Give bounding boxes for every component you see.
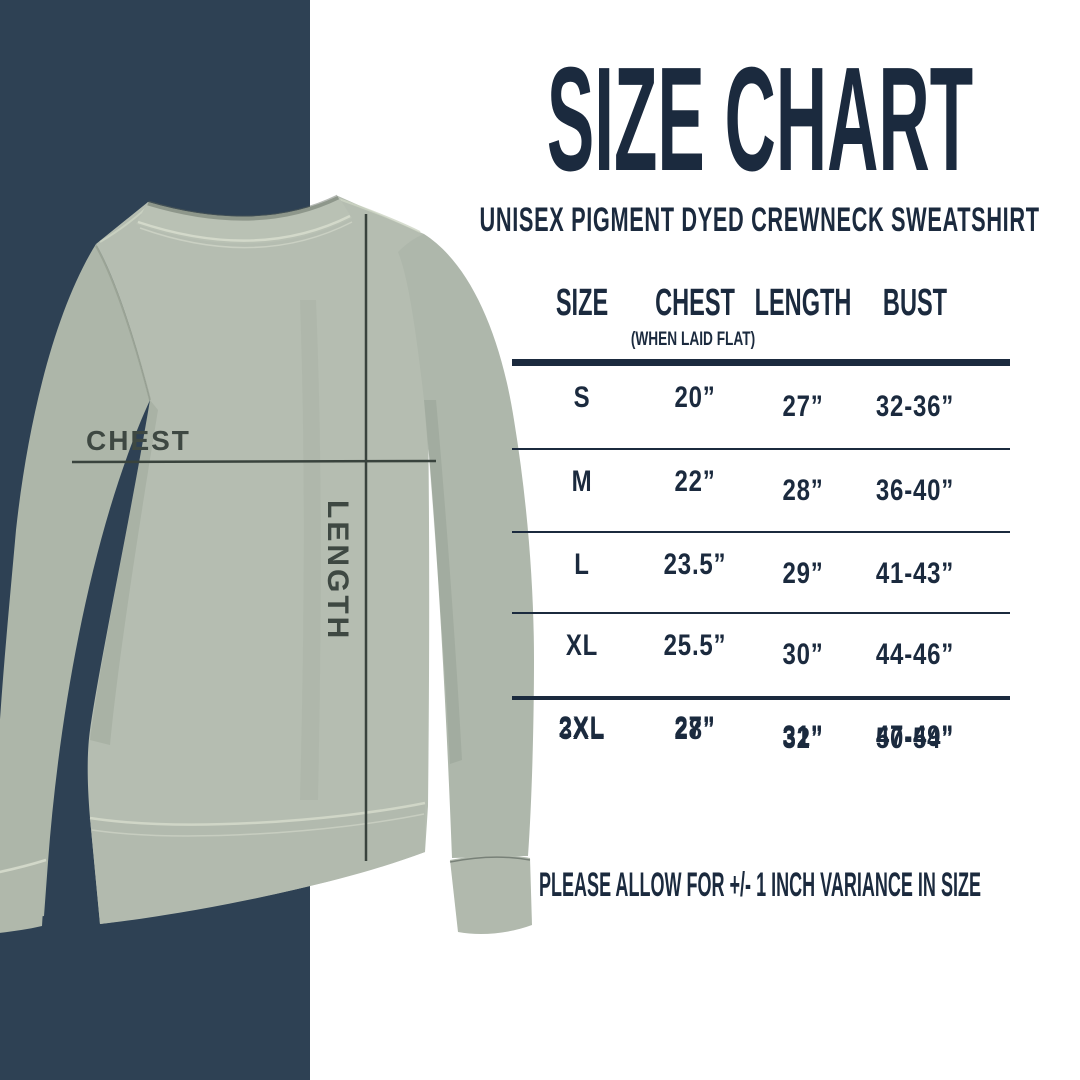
cell-size: XL <box>565 629 599 662</box>
length-measurement-label: LENGTH <box>321 500 354 642</box>
cell-bust: 41-43” <box>875 557 955 590</box>
chest-column-note: (WHEN LAID FLAT) <box>630 329 756 350</box>
chest-measurement-label: CHEST <box>86 425 191 456</box>
collar-inner-shadow <box>147 194 340 221</box>
cell-bust: 44-46” <box>875 638 955 671</box>
title-row: SIZE CHART <box>500 46 1020 194</box>
table-row-m: M 22” 28” 36-40” <box>512 450 1010 533</box>
table-row-2xl: 2XL 27” 31” 47-49” <box>512 696 1010 752</box>
table-row-xl: XL 25.5” 30” 44-46” <box>512 614 1010 696</box>
page-title: SIZE CHART <box>546 37 974 202</box>
cell-chest: 23.5” <box>663 548 727 581</box>
page-subtitle: UNISEX PIGMENT DYED CREWNECK SWEATSHIRT <box>479 201 1041 239</box>
collar-seam <box>137 214 351 242</box>
sweatshirt-collar <box>136 196 352 244</box>
left-cuff-seam <box>0 858 47 874</box>
sweatshirt-body <box>87 196 430 924</box>
cell-length: 31” <box>782 720 824 753</box>
column-header-bust: BUST <box>882 282 948 324</box>
cell-chest: 22” <box>674 465 716 498</box>
size-table: SIZE CHEST LENGTH BUST (WHEN LAID FLAT) … <box>512 282 1010 754</box>
cell-chest: 27” <box>674 711 716 744</box>
right-sleeve-shading <box>424 400 462 764</box>
column-header-size: SIZE <box>555 282 609 324</box>
cell-bust: 36-40” <box>875 474 955 507</box>
cell-length: 28” <box>782 474 824 507</box>
sweatshirt-left-cuff <box>0 858 46 933</box>
cell-chest: 28” <box>674 713 716 746</box>
body-fold-shading <box>300 300 321 800</box>
cell-bust: 47-49” <box>875 720 955 753</box>
chest-measurement-line <box>71 459 437 464</box>
header-rule <box>512 359 1010 366</box>
column-header-chest: CHEST <box>655 282 735 324</box>
cell-bust: 32-36” <box>875 390 955 423</box>
left-armhole-seam <box>95 245 151 401</box>
column-header-length: LENGTH <box>754 282 852 324</box>
body-left-shading <box>90 400 158 745</box>
cell-length: 30” <box>782 638 824 671</box>
cell-length: 27” <box>782 390 824 423</box>
cell-size: S <box>573 381 591 414</box>
sweatshirt-waistband <box>90 803 425 924</box>
right-shoulder-seam <box>335 197 421 233</box>
sweatshirt-right-sleeve <box>398 234 534 858</box>
footer-row: PLEASE ALLOW FOR +/- 1 INCH VARIANCE IN … <box>500 864 1020 906</box>
cell-length: 32” <box>782 722 824 755</box>
cell-size: M <box>571 465 593 498</box>
waistband-stitch <box>91 813 425 837</box>
cell-size: L <box>574 548 590 581</box>
table-row-3xl: 3XL 28” 32” 50-54” <box>512 698 1010 754</box>
table-row-s: S 20” 27” 32-36” <box>512 366 1010 450</box>
cell-chest: 20” <box>674 381 716 414</box>
table-row-l: L 23.5” 29” 41-43” <box>512 533 1010 614</box>
right-cuff-seam <box>449 856 531 863</box>
subtitle-row: UNISEX PIGMENT DYED CREWNECK SWEATSHIRT <box>480 198 1039 242</box>
cell-bust: 50-54” <box>875 722 955 755</box>
size-table-header: SIZE CHEST LENGTH BUST (WHEN LAID FLAT) <box>512 282 1010 349</box>
cell-chest: 25.5” <box>663 629 727 662</box>
collar-stitch <box>139 221 353 249</box>
cell-length: 29” <box>782 557 824 590</box>
sweatshirt-left-sleeve <box>0 244 150 923</box>
cell-size: 2XL <box>558 711 606 744</box>
waistband-seam <box>89 801 426 826</box>
sweatshirt-right-cuff <box>450 855 532 934</box>
variance-note: PLEASE ALLOW FOR +/- 1 INCH VARIANCE IN … <box>538 866 982 904</box>
cell-size: 3XL <box>558 713 606 746</box>
